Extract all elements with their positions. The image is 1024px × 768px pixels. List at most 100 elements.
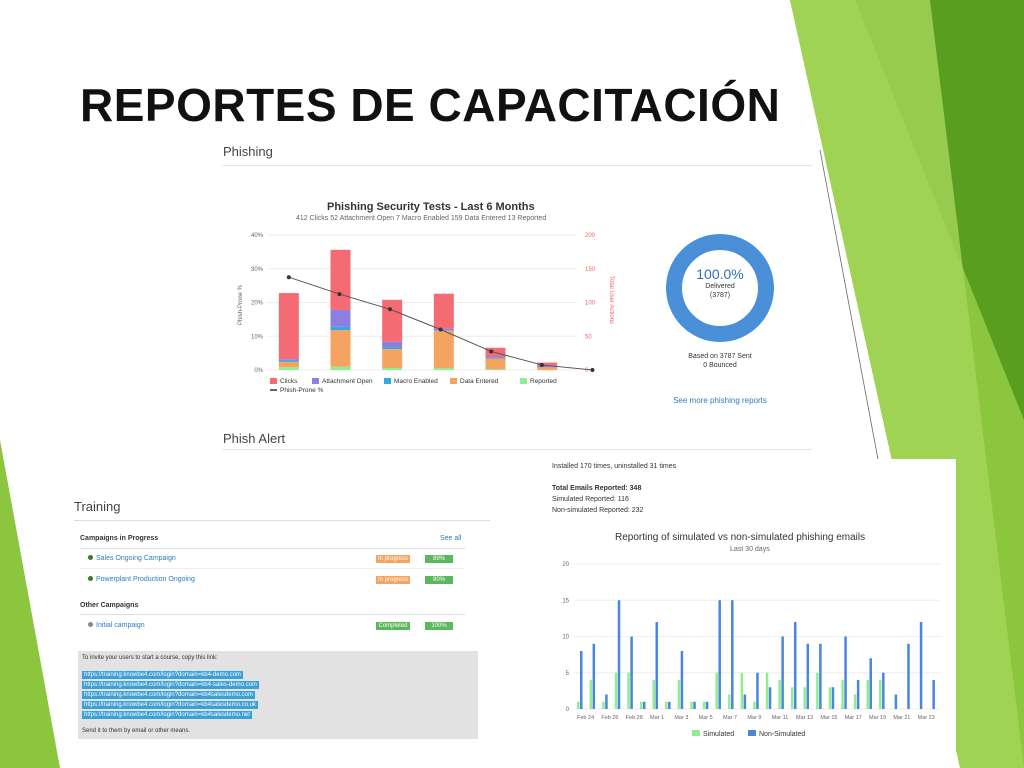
invite-text: To invite your users to start a course, … — [82, 655, 218, 661]
status-badge: In progress — [376, 555, 410, 563]
non-simulated-bar — [919, 622, 923, 709]
donut-count: (3787) — [709, 292, 731, 299]
simulated-bar — [665, 701, 668, 709]
y-tick-label: 20% — [251, 301, 264, 307]
campaign-row[interactable]: Powerplant Production Ongoing In progres… — [80, 576, 485, 584]
legend-label: Reported — [530, 378, 557, 385]
y2-axis-label: Total User Actions — [608, 276, 614, 324]
non-simulated-bar — [756, 672, 759, 709]
non-simulated-bar — [869, 658, 872, 709]
delivered-donut — [666, 234, 774, 342]
invite-url[interactable]: https://training.knowbe4.com/login?domai… — [82, 711, 252, 719]
bar-segment — [278, 360, 299, 362]
x-tick-label: Mar 3 — [674, 715, 688, 721]
bar-segment — [433, 293, 454, 329]
legend-label: Clicks — [280, 378, 298, 385]
bar-segment — [330, 249, 351, 310]
non-simulated-bar — [592, 643, 596, 709]
bar-segment — [382, 341, 403, 348]
phish-prone-point — [337, 292, 342, 297]
simulated-bar — [841, 680, 844, 709]
simulated-reporting-chart: 0 5 10 15 20 Feb 24 Feb 26 Feb 28 Mar 1 Mar 3 Mar … — [562, 562, 940, 738]
simulated-bar — [677, 680, 681, 709]
y-tick-label: 10 — [562, 635, 569, 641]
x-tick-label: Feb 28 — [626, 715, 643, 721]
phish-prone-point — [489, 349, 494, 354]
simulated-bar — [816, 672, 819, 709]
y2-tick-label: 100 — [585, 301, 596, 307]
simulated-bar — [602, 701, 605, 709]
invite-url[interactable]: https://training.knowbe4.com/login?domai… — [82, 681, 259, 689]
phish-prone-point — [539, 362, 544, 367]
phish-prone-point — [590, 368, 595, 372]
bar-segment — [330, 366, 351, 370]
phish-prone-point — [388, 307, 393, 312]
x-tick-label: Mar 9 — [747, 715, 761, 721]
training-panel: Training Campaigns in Progress See all S… — [70, 495, 490, 745]
bar-segment — [278, 361, 299, 368]
legend-swatch — [520, 378, 527, 384]
invite-url[interactable]: https://training.knowbe4.com/login?domai… — [82, 691, 255, 699]
y-tick-label: 5 — [566, 671, 570, 677]
bar-segment — [537, 365, 558, 368]
phish-alert-panel: Installed 170 times, uninstalled 31 time… — [540, 459, 956, 749]
legend-swatch — [312, 378, 319, 384]
campaign-name[interactable]: Initial campaign — [96, 622, 145, 629]
simulated-bar — [639, 701, 643, 709]
donut-bounced: 0 Bounced — [703, 362, 737, 369]
divider — [80, 548, 465, 549]
simulated-bar — [728, 694, 731, 709]
bar-segment — [382, 349, 403, 368]
see-all-link[interactable]: See all — [440, 535, 462, 542]
non-simulated-bar — [819, 643, 822, 709]
invite-url[interactable]: https://training.knowbe4.com/login?domai… — [82, 671, 243, 679]
non-simulated-bar — [680, 651, 684, 709]
campaign-name[interactable]: Sales Ongoing Campaign — [96, 555, 176, 562]
non-simulated-reported: Non-simulated Reported: 232 — [552, 507, 644, 514]
phish-prone-point — [438, 327, 443, 332]
simulated-bar — [652, 680, 656, 709]
legend-label: Simulated — [703, 731, 734, 738]
bar-segment — [330, 330, 351, 367]
chart-subtitle: 412 Clicks 52 Attachment Open 7 Macro En… — [296, 215, 547, 222]
phishing-security-chart: 0% 10% 20% 30% 40% 0 50 100 150 200 Phish-Prone % T… — [238, 233, 614, 394]
invite-url[interactable]: https://training.knowbe4.com/login?domai… — [82, 701, 258, 709]
y-tick-label: 40% — [251, 233, 264, 239]
alert-chart-subtitle: Last 30 days — [730, 546, 770, 553]
campaign-name[interactable]: Powerplant Production Ongoing — [96, 576, 195, 583]
campaign-row[interactable]: Initial campaign Completed 100% — [80, 622, 485, 630]
divider — [74, 520, 490, 521]
x-tick-label: Mar 11 — [772, 715, 789, 721]
simulated-bar — [702, 701, 706, 709]
non-simulated-bar — [718, 600, 721, 709]
non-simulated-bar — [617, 600, 621, 709]
bar-segment — [433, 367, 454, 370]
donut-based: Based on 3787 Sent — [688, 353, 752, 360]
simulated-bar — [879, 680, 882, 709]
total-reported: Total Emails Reported: 348 — [552, 485, 642, 492]
x-tick-label: Mar 17 — [845, 715, 862, 721]
phish-prone-point — [286, 275, 291, 280]
non-simulated-bar — [768, 687, 772, 709]
simulated-bar — [828, 687, 832, 709]
legend-swatch — [384, 378, 391, 384]
donut-percent: 100.0% — [696, 266, 744, 282]
non-simulated-bar — [731, 600, 734, 709]
campaign-row[interactable]: Sales Ongoing Campaign In progress 89% — [80, 555, 485, 563]
y2-tick-label: 0 — [585, 368, 589, 374]
other-campaigns-header: Other Campaigns — [80, 602, 139, 609]
non-simulated-bar — [856, 680, 860, 709]
left-green-triangle — [0, 440, 60, 768]
simulated-bar — [765, 672, 769, 709]
y-tick-label: 10% — [251, 334, 264, 340]
non-simulated-bar — [655, 622, 659, 709]
simulated-bar — [589, 680, 593, 709]
see-more-phishing-link[interactable]: See more phishing reports — [673, 396, 767, 405]
legend-label: Data Entered — [460, 378, 499, 385]
non-simulated-bar — [693, 701, 696, 709]
alert-chart-title: Reporting of simulated vs non-simulated … — [615, 532, 866, 543]
status-dot — [88, 622, 93, 627]
right-mid-green-shape — [790, 0, 1024, 768]
x-tick-label: Mar 1 — [650, 715, 664, 721]
x-tick-label: Mar 19 — [869, 715, 886, 721]
